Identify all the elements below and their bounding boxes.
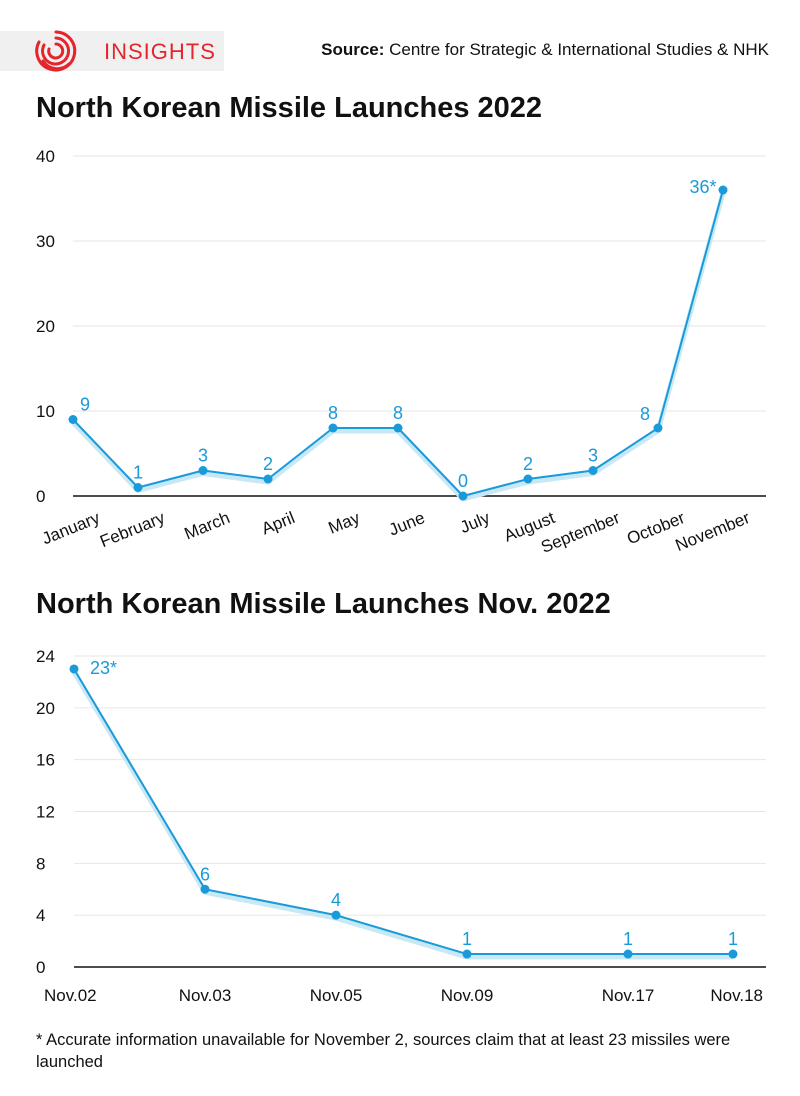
insights-swirl-logo-icon — [35, 30, 77, 72]
y-tick-label: 12 — [36, 803, 55, 822]
y-tick-label: 10 — [36, 402, 55, 421]
data-label: 1 — [462, 929, 472, 949]
data-point — [69, 664, 79, 674]
x-tick-label: Nov.09 — [441, 986, 494, 1005]
source-credit: Source: Centre for Strategic & Internati… — [321, 40, 769, 60]
data-point — [393, 423, 403, 433]
y-tick-label: 8 — [36, 854, 45, 873]
brand-bar: INSIGHTS — [0, 30, 224, 72]
y-tick-label: 16 — [36, 751, 55, 770]
footnote: * Accurate information unavailable for N… — [36, 1031, 731, 1071]
y-tick-label: 20 — [36, 317, 55, 336]
data-point — [462, 949, 472, 959]
data-label: 9 — [80, 395, 90, 415]
x-tick-label: Nov.05 — [310, 986, 363, 1005]
data-label: 0 — [458, 471, 468, 491]
y-tick-label: 4 — [36, 906, 45, 925]
x-tick-label: Nov.02 — [44, 986, 97, 1005]
x-tick-label: Nov.03 — [179, 986, 232, 1005]
data-point — [331, 910, 341, 920]
data-point — [68, 415, 78, 424]
chart-title-november: North Korean Missile Launches Nov. 2022 — [36, 588, 611, 620]
data-point — [623, 949, 633, 959]
data-point — [718, 185, 728, 195]
data-point — [588, 466, 598, 475]
data-label: 3 — [198, 446, 208, 466]
data-label: 3 — [588, 446, 598, 466]
data-label: 1 — [728, 929, 738, 949]
source-text: Centre for Strategic & International Stu… — [389, 40, 769, 59]
data-point — [653, 423, 663, 433]
x-tick-label: Nov.18 — [710, 986, 763, 1005]
data-label: 1 — [133, 463, 143, 483]
y-tick-label: 24 — [36, 647, 55, 666]
data-point — [728, 949, 738, 959]
series-line-shadow — [71, 670, 733, 960]
data-label: 1 — [623, 929, 633, 949]
data-label: 8 — [328, 403, 338, 423]
november-launches-chart: 0 4 8 12 16 20 24 23* 6 4 1 1 1 Nov.02 Nov.03 Nov.05 Nov… — [36, 647, 766, 1005]
data-label: 4 — [331, 890, 341, 910]
brand-name: INSIGHTS — [104, 39, 216, 64]
y-tick-label: 20 — [36, 699, 55, 718]
y-tick-label: 0 — [36, 487, 45, 506]
y-tick-label: 30 — [36, 232, 55, 251]
data-label: 8 — [640, 404, 650, 424]
data-point — [200, 884, 210, 894]
data-point — [133, 483, 143, 492]
data-point — [328, 423, 338, 433]
y-tick-label: 40 — [36, 147, 55, 166]
data-point — [198, 466, 208, 475]
x-tick-label: Nov.17 — [602, 986, 655, 1005]
data-label: 2 — [523, 454, 533, 474]
data-label: 2 — [263, 454, 273, 474]
data-point — [263, 474, 273, 484]
series-line — [73, 668, 733, 956]
y-tick-label: 0 — [36, 958, 45, 977]
chart-title-yearly: North Korean Missile Launches 2022 — [36, 92, 543, 124]
data-label: 36* — [689, 177, 716, 197]
data-point — [458, 491, 468, 501]
data-label: 6 — [200, 864, 210, 884]
source-label: Source: — [321, 40, 385, 59]
data-point — [523, 474, 533, 484]
data-label: 23* — [90, 658, 117, 678]
data-label: 8 — [393, 403, 403, 423]
